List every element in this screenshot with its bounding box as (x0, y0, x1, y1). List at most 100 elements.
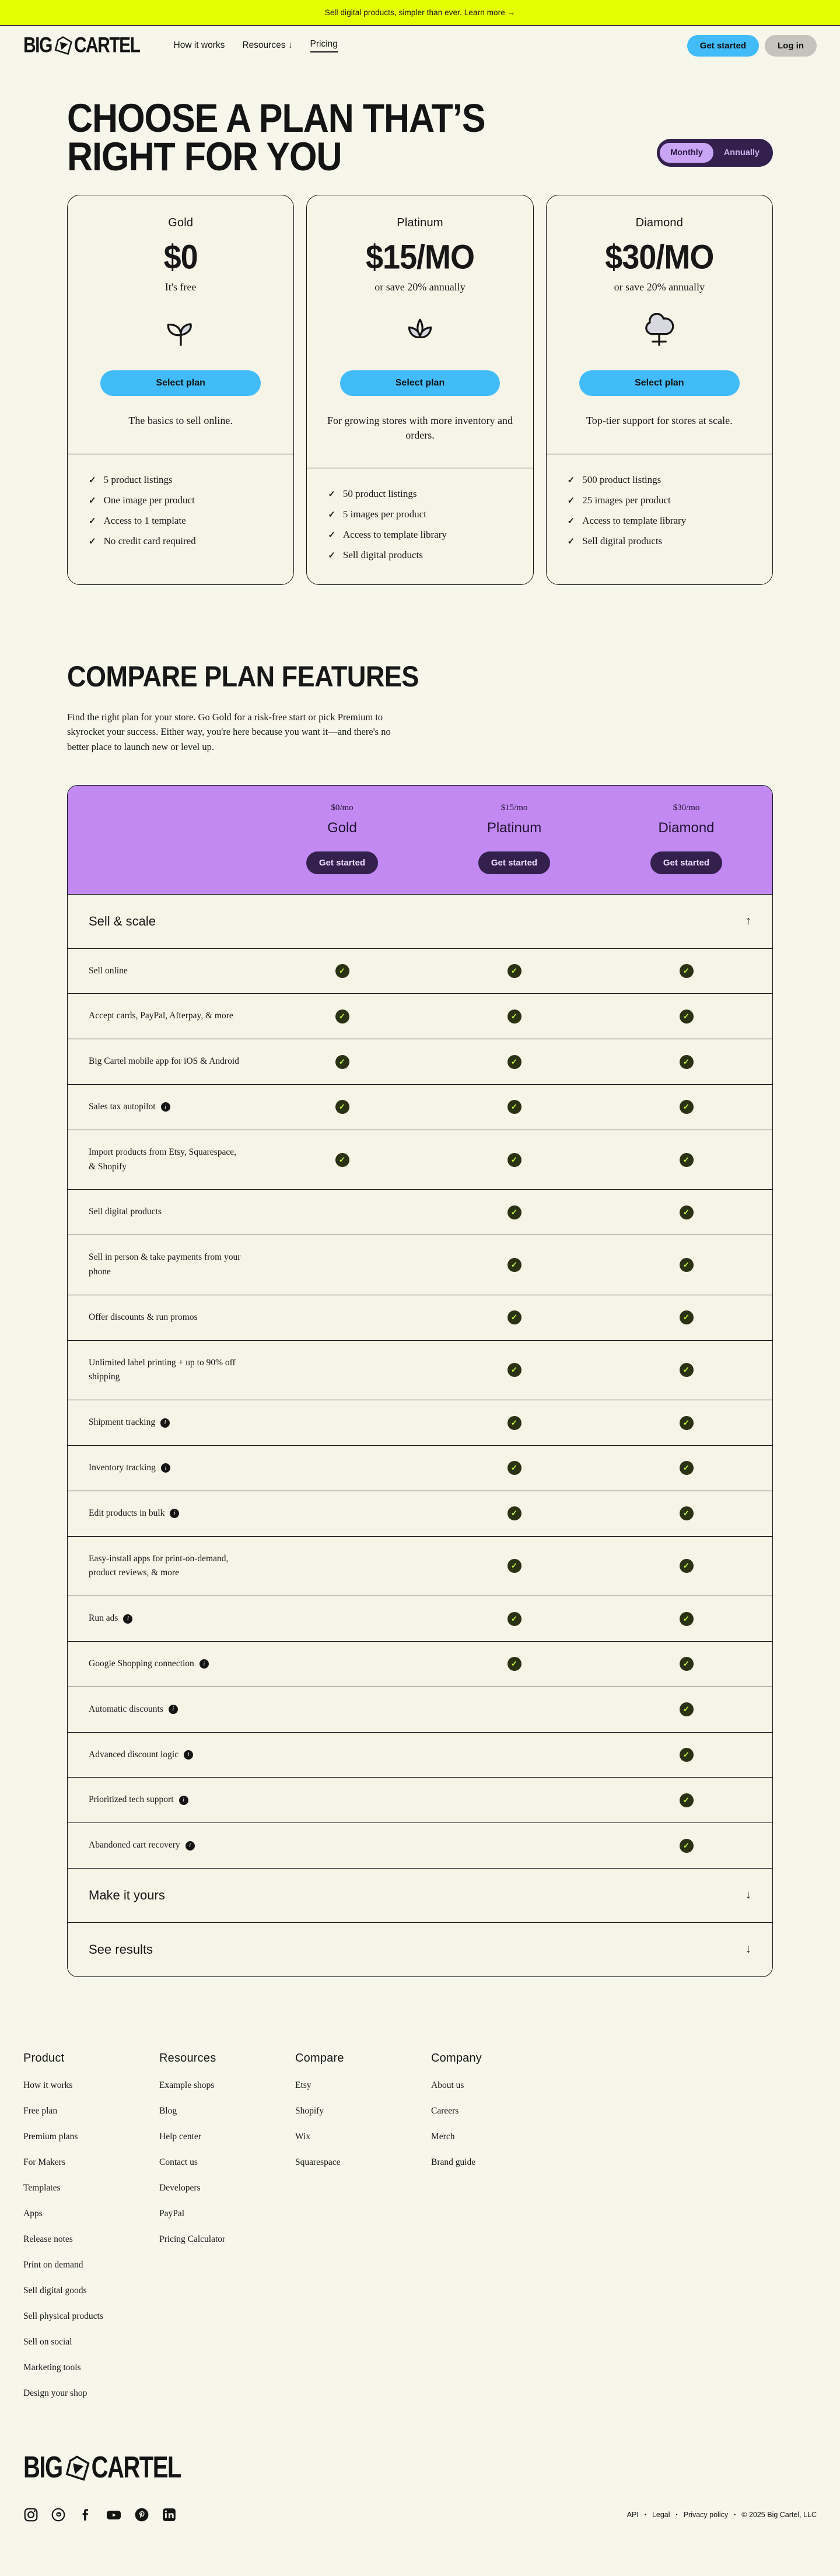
feature-check-icon: ✓ (335, 963, 349, 978)
feature-check-icon: ✓ (679, 1747, 694, 1762)
billing-period-toggle[interactable]: Monthly Annually (657, 139, 773, 167)
footer-link[interactable]: Example shops (159, 2080, 215, 2090)
footer-link[interactable]: Squarespace (295, 2157, 341, 2167)
feature-check-icon: ✓ (679, 963, 694, 978)
info-icon[interactable]: i (185, 1841, 195, 1850)
footer-link[interactable]: Merch (431, 2131, 455, 2142)
table-section-see-results[interactable]: See results ↓ (68, 1923, 772, 1976)
select-plan-button-diamond[interactable]: Select plan (579, 370, 740, 397)
info-icon[interactable]: i (178, 1795, 188, 1805)
feature-check-icon: ✓ (679, 1310, 694, 1325)
footer-link[interactable]: PayPal (159, 2208, 185, 2218)
footer-link[interactable]: Templates (23, 2182, 61, 2193)
footer-link[interactable]: Help center (159, 2131, 201, 2142)
footer-link[interactable]: About us (431, 2080, 464, 2090)
get-started-button-platinum[interactable]: Get started (478, 851, 551, 874)
feature-label: Advanced discount logic (89, 1749, 179, 1760)
feature-label: Automatic discounts (89, 1704, 163, 1714)
collapse-arrow-icon[interactable]: ↑ (746, 914, 751, 928)
get-started-button-gold[interactable]: Get started (306, 851, 379, 874)
section-label: Make it yours (89, 1887, 165, 1902)
linkedin-icon[interactable] (162, 2507, 177, 2522)
toggle-annually[interactable]: Annually (723, 148, 760, 157)
info-icon[interactable]: i (184, 1750, 194, 1760)
facebook-icon[interactable] (78, 2507, 93, 2522)
expand-arrow-icon[interactable]: ↓ (746, 1943, 751, 1956)
feature-row: Abandoned cart recovery i ✓ (68, 1823, 772, 1868)
select-plan-button-platinum[interactable]: Select plan (340, 370, 501, 397)
threads-icon[interactable] (51, 2507, 66, 2522)
feature-label: Edit products in bulk (89, 1508, 165, 1518)
legal-link[interactable]: API (626, 2510, 639, 2519)
footer-link[interactable]: Sell on social (23, 2336, 72, 2347)
feature-check-icon: ✓ (507, 1611, 522, 1626)
footer-link[interactable]: Apps (23, 2208, 43, 2218)
info-icon[interactable]: i (199, 1659, 209, 1669)
feature-label: Accept cards, PayPal, Afterpay, & more (89, 1011, 233, 1021)
footer-link[interactable]: Contact us (159, 2157, 198, 2167)
info-icon[interactable]: i (160, 1102, 170, 1112)
footer-link[interactable]: Pricing Calculator (159, 2234, 226, 2244)
footer-column-title: Company (431, 2051, 482, 2065)
footer-link[interactable]: Blog (159, 2105, 177, 2116)
footer-link[interactable]: For Makers (23, 2157, 65, 2167)
info-icon[interactable]: i (160, 1463, 170, 1473)
feature-check-icon: ✓ (507, 1205, 522, 1219)
footer-link[interactable]: Shopify (295, 2105, 324, 2116)
plan-feature: ✓ 50 product listings (328, 488, 417, 499)
log-in-button[interactable]: Log in (765, 34, 817, 57)
info-icon[interactable]: i (170, 1509, 180, 1519)
footer-link[interactable]: Sell digital goods (23, 2285, 87, 2295)
footer-link[interactable]: Free plan (23, 2105, 58, 2116)
column-price: $15/mo (501, 802, 528, 812)
select-plan-button-gold[interactable]: Select plan (100, 370, 261, 397)
nav-resources[interactable]: Resources ↓ (242, 40, 293, 50)
footer-link[interactable]: Etsy (295, 2080, 312, 2090)
site-footer: Product How it works Free plan Premium pla… (0, 1977, 840, 2555)
feature-check-icon: ✓ (679, 1054, 694, 1069)
legal-link[interactable]: Privacy policy (683, 2510, 729, 2519)
feature-row: Prioritized tech support i ✓ (68, 1777, 772, 1823)
info-icon[interactable]: i (123, 1614, 133, 1624)
footer-link[interactable]: Design your shop (23, 2388, 88, 2398)
toggle-monthly[interactable]: Monthly (660, 143, 713, 163)
footer-link[interactable]: Sell physical products (23, 2311, 103, 2321)
footer-link[interactable]: Wix (295, 2131, 311, 2142)
plan-comparison-table: $0/mo Gold Get started $15/mo Platinum G… (67, 784, 773, 1977)
get-started-button[interactable]: Get started (687, 34, 759, 57)
separator-dot: • (644, 2511, 646, 2518)
plan-feature: ✓ One image per product (89, 494, 195, 506)
nav-how-it-works[interactable]: How it works (173, 40, 225, 50)
info-icon[interactable]: i (168, 1705, 178, 1715)
expand-arrow-icon[interactable]: ↓ (746, 1888, 751, 1902)
get-started-button-diamond[interactable]: Get started (650, 851, 723, 874)
plan-feature: ✓ 5 product listings (89, 474, 173, 485)
footer-link[interactable]: Marketing tools (23, 2362, 81, 2372)
footer-link[interactable]: Brand guide (431, 2157, 476, 2167)
legal-link[interactable]: Legal (652, 2510, 670, 2519)
hero-section: CHOOSE A PLAN THAT’S RIGHT FOR YOU Month… (0, 65, 840, 177)
footer-big-cartel-logo[interactable]: BIG CARTEL (23, 2451, 817, 2484)
footer-link[interactable]: Careers (431, 2105, 459, 2116)
footer-link[interactable]: Developers (159, 2182, 201, 2193)
info-icon[interactable]: i (160, 1418, 170, 1428)
youtube-icon[interactable] (106, 2507, 122, 2522)
check-icon: ✓ (89, 516, 96, 526)
footer-link[interactable]: How it works (23, 2080, 73, 2090)
big-cartel-logo[interactable]: BIG CARTEL (23, 33, 141, 57)
table-section-sell-scale[interactable]: Sell & scale ↑ (68, 895, 772, 948)
feature-check-icon: ✓ (679, 1611, 694, 1626)
feature-row: Sell online ✓ ✓ ✓ (68, 948, 772, 994)
table-section-make-it-yours[interactable]: Make it yours ↓ (68, 1869, 772, 1922)
footer-link[interactable]: Premium plans (23, 2131, 78, 2142)
promo-banner-text: Sell digital products, simpler than ever… (324, 8, 516, 17)
nav-pricing[interactable]: Pricing (310, 39, 338, 52)
instagram-icon[interactable] (23, 2507, 38, 2522)
footer-link[interactable]: Print on demand (23, 2259, 83, 2270)
footer-link[interactable]: Release notes (23, 2234, 73, 2244)
check-icon: ✓ (567, 496, 575, 506)
promo-banner[interactable]: Sell digital products, simpler than ever… (0, 0, 840, 26)
feature-check-icon: ✓ (507, 1559, 522, 1573)
pinterest-icon[interactable] (134, 2507, 149, 2522)
table-column-diamond: $30/mo Diamond Get started (600, 803, 772, 874)
